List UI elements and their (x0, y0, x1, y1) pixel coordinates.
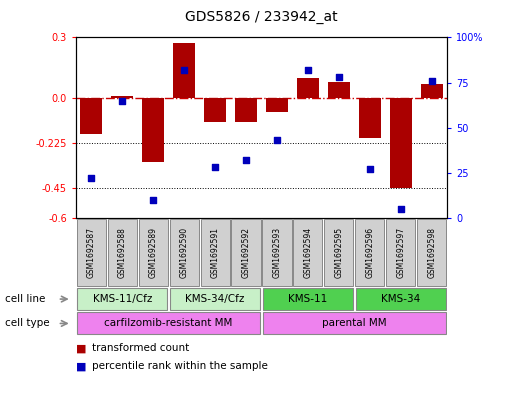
Text: GSM1692597: GSM1692597 (396, 227, 405, 278)
Point (242, 157, 250, 163)
Text: GSM1692593: GSM1692593 (272, 227, 281, 278)
Bar (266, 97, 288, 112)
FancyBboxPatch shape (77, 312, 260, 334)
FancyBboxPatch shape (77, 219, 106, 285)
FancyBboxPatch shape (232, 219, 260, 285)
Point (427, 77, 436, 84)
FancyBboxPatch shape (324, 219, 354, 285)
Text: GDS5826 / 233942_at: GDS5826 / 233942_at (185, 10, 338, 24)
Bar (81, 97, 102, 134)
Bar (328, 81, 350, 97)
Text: GSM1692589: GSM1692589 (149, 227, 158, 278)
Point (273, 137, 281, 143)
Point (366, 166, 374, 173)
Text: parental MM: parental MM (322, 318, 386, 329)
FancyBboxPatch shape (263, 219, 291, 285)
Bar (142, 97, 164, 162)
Bar (111, 95, 133, 97)
Point (180, 67, 188, 73)
Bar (297, 77, 319, 97)
Bar (173, 43, 195, 97)
Text: GSM1692587: GSM1692587 (87, 227, 96, 278)
FancyBboxPatch shape (108, 219, 137, 285)
Text: GSM1692588: GSM1692588 (118, 227, 127, 278)
FancyBboxPatch shape (263, 288, 353, 310)
Point (335, 74, 343, 80)
Text: transformed count: transformed count (92, 343, 189, 353)
Point (211, 164, 219, 171)
Text: carfilzomib-resistant MM: carfilzomib-resistant MM (105, 318, 233, 329)
FancyBboxPatch shape (77, 288, 167, 310)
Bar (359, 97, 381, 138)
Point (118, 97, 127, 104)
FancyBboxPatch shape (293, 219, 323, 285)
Bar (390, 97, 412, 188)
FancyBboxPatch shape (355, 219, 384, 285)
Text: ■: ■ (76, 361, 86, 371)
Text: GSM1692590: GSM1692590 (179, 227, 189, 278)
FancyBboxPatch shape (170, 288, 260, 310)
Bar (235, 97, 257, 122)
Point (149, 197, 157, 203)
Text: cell line: cell line (5, 294, 46, 304)
Text: GSM1692591: GSM1692591 (211, 227, 220, 278)
Text: KMS-11: KMS-11 (288, 294, 327, 304)
Text: GSM1692598: GSM1692598 (427, 227, 436, 278)
Text: KMS-34: KMS-34 (381, 294, 420, 304)
Text: GSM1692594: GSM1692594 (303, 227, 312, 278)
Text: KMS-11/Cfz: KMS-11/Cfz (93, 294, 152, 304)
FancyBboxPatch shape (263, 312, 446, 334)
Point (87, 175, 96, 182)
FancyBboxPatch shape (139, 219, 168, 285)
Text: KMS-34/Cfz: KMS-34/Cfz (185, 294, 245, 304)
Bar (421, 84, 442, 97)
FancyBboxPatch shape (356, 288, 446, 310)
FancyBboxPatch shape (200, 219, 230, 285)
Point (304, 67, 312, 73)
Text: cell type: cell type (5, 318, 50, 329)
Point (396, 206, 405, 212)
Text: ■: ■ (76, 343, 86, 353)
Bar (204, 97, 226, 122)
Text: percentile rank within the sample: percentile rank within the sample (92, 361, 267, 371)
Text: GSM1692596: GSM1692596 (365, 227, 374, 278)
FancyBboxPatch shape (417, 219, 446, 285)
FancyBboxPatch shape (169, 219, 199, 285)
Text: GSM1692595: GSM1692595 (334, 227, 344, 278)
Text: GSM1692592: GSM1692592 (242, 227, 251, 278)
FancyBboxPatch shape (386, 219, 415, 285)
